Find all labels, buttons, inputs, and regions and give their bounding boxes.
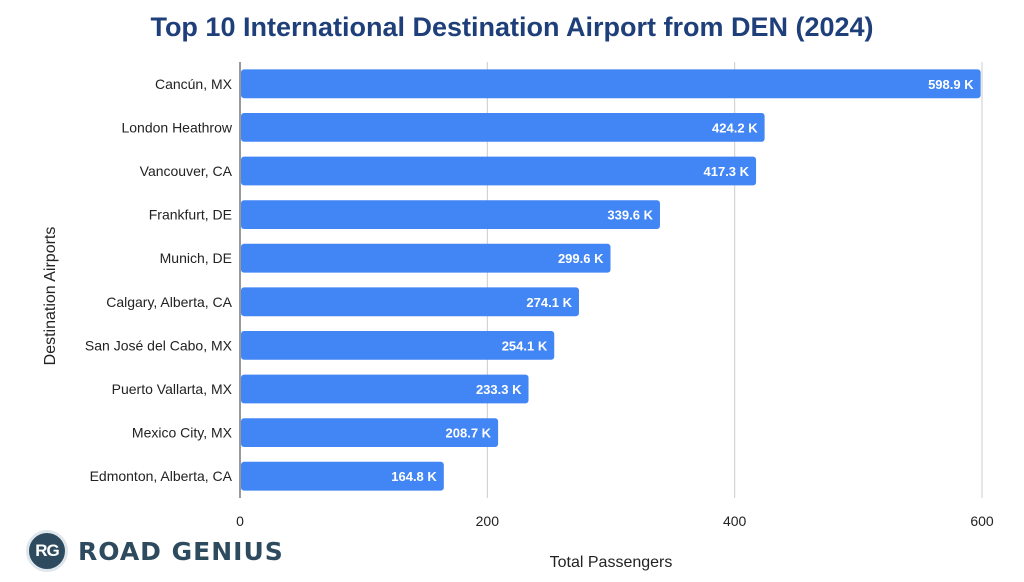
bar bbox=[241, 374, 529, 404]
data-label: 254.1 K bbox=[502, 338, 548, 353]
bar bbox=[241, 69, 981, 99]
category-label: Calgary, Alberta, CA bbox=[106, 294, 232, 310]
data-label: 598.9 K bbox=[928, 77, 974, 92]
x-tick-labels: 0 200 400 600 bbox=[236, 513, 994, 529]
bar bbox=[241, 461, 444, 491]
data-label: 339.6 K bbox=[607, 208, 653, 223]
bar bbox=[241, 113, 765, 142]
x-tick-label: 0 bbox=[236, 513, 244, 529]
category-label: Mexico City, MX bbox=[132, 425, 233, 441]
category-label: Vancouver, CA bbox=[140, 163, 233, 179]
x-axis-title: Total Passengers bbox=[550, 554, 673, 571]
bars: 598.9 K 424.2 K 417.3 K 339.6 K 299.6 K 274.1… bbox=[241, 69, 981, 491]
y-axis-title: Destination Airports bbox=[42, 227, 59, 366]
category-label: San José del Cabo, MX bbox=[85, 337, 233, 353]
road-genius-logo: RG ROAD GENIUS bbox=[26, 528, 284, 574]
bar bbox=[241, 243, 611, 273]
category-label: Munich, DE bbox=[160, 250, 232, 266]
category-label: Frankfurt, DE bbox=[149, 207, 232, 223]
category-label: Puerto Vallarta, MX bbox=[112, 381, 233, 397]
bar bbox=[241, 156, 757, 186]
category-label: London Heathrow bbox=[121, 119, 232, 135]
data-label: 164.8 K bbox=[391, 469, 437, 484]
logo-badge-icon: RG bbox=[26, 530, 68, 572]
bar bbox=[241, 418, 499, 447]
data-label: 299.6 K bbox=[558, 251, 604, 266]
category-labels: Cancún, MX London Heathrow Vancouver, CA Fr… bbox=[85, 76, 233, 484]
data-label: 233.3 K bbox=[476, 382, 522, 397]
x-tick-label: 200 bbox=[476, 513, 500, 529]
logo-text: ROAD GENIUS bbox=[78, 536, 284, 566]
category-label: Cancún, MX bbox=[155, 76, 233, 92]
x-tick-label: 600 bbox=[970, 513, 994, 529]
data-label: 424.2 K bbox=[712, 120, 758, 135]
data-label: 208.7 K bbox=[446, 426, 492, 441]
bar bbox=[241, 287, 579, 317]
bar bbox=[241, 331, 555, 360]
category-label: Edmonton, Alberta, CA bbox=[90, 468, 233, 484]
data-label: 417.3 K bbox=[704, 164, 750, 179]
bar bbox=[241, 200, 660, 229]
x-tick-label: 400 bbox=[723, 513, 747, 529]
chart-title: Top 10 International Destination Airport… bbox=[150, 12, 873, 42]
data-label: 274.1 K bbox=[526, 295, 572, 310]
